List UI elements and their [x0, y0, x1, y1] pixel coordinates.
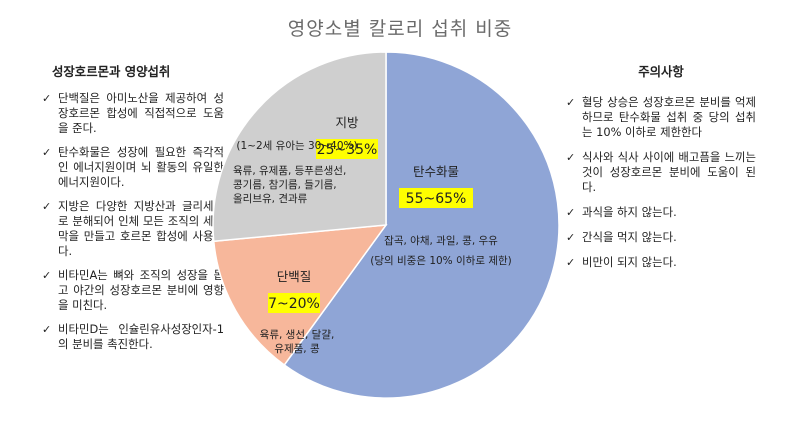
slice-range-label: 7~20%: [268, 296, 320, 312]
list-item: ✓ 비타민A는 뼈와 조직의 성장을 돕고 야간의 성장호르몬 분비에 영향을 미…: [42, 268, 224, 313]
check-icon: ✓: [42, 146, 52, 159]
right-panel-list: ✓ 혈당 상승은 성장호르몬 분비를 억제하므로 탄수화물 섭취 중 당의 섭취는…: [566, 95, 756, 270]
range-highlight: [399, 188, 473, 208]
slice-note-label: (당의 비중은 10% 이하로 제한): [370, 254, 511, 267]
list-item-text: 식사와 식사 사이에 배고픔을 느끼는 것이 성장호르몬 분비에 도움이 된다.: [582, 150, 756, 194]
list-item-text: 간식을 먹지 않는다.: [582, 230, 677, 244]
list-item-text: 과식을 하지 않는다.: [582, 205, 677, 219]
left-panel-heading: 성장호르몬과 영양섭취: [52, 64, 171, 79]
list-item: ✓ 비타민D는 인슐린유사성장인자-1의 분비를 촉진한다.: [42, 322, 224, 352]
list-item: ✓ 탄수화물은 성장에 필요한 즉각적인 에너지원이며 뇌 활동의 유일한 에너지…: [42, 145, 224, 190]
left-panel-list: ✓ 단백질은 아미노산을 제공하여 성장호르몬 합성에 직접적으로 도움을 준다.…: [42, 91, 224, 352]
range-highlight: [316, 139, 378, 159]
check-icon: ✓: [566, 256, 576, 269]
check-icon: ✓: [566, 151, 576, 164]
list-item: ✓ 과식을 하지 않는다.: [566, 205, 756, 220]
check-icon: ✓: [42, 323, 52, 336]
list-item-text: 비만이 되지 않는다.: [582, 255, 677, 269]
slice-name-label: 단백질: [277, 269, 312, 284]
slice-foods-label: 육류, 유제품, 등푸른생선,: [233, 165, 346, 177]
slice-range-label: 25~35%: [317, 142, 378, 158]
slice-foods-label: 올리브유, 견과류: [233, 193, 308, 205]
chart-title: 영양소별 칼로리 섭취 비중: [287, 18, 513, 40]
check-icon: ✓: [566, 96, 576, 109]
check-icon: ✓: [42, 269, 52, 282]
list-item-text: 비타민D는 인슐린유사성장인자-1의 분비를 촉진한다.: [58, 322, 224, 351]
list-item: ✓ 지방은 다양한 지방산과 글리세롤로 분해되어 인체 모든 조직의 세포막을 …: [42, 199, 224, 259]
slice-note-label: (1~2세 유아는 30~40%): [236, 140, 357, 152]
list-item: ✓ 비만이 되지 않는다.: [566, 255, 756, 270]
list-item: ✓ 간식을 먹지 않는다.: [566, 230, 756, 245]
growth-hormone-nutrition-panel: 성장호르몬과 영양섭취 ✓ 단백질은 아미노산을 제공하여 성장호르몬 합성에 직…: [42, 64, 224, 361]
check-icon: ✓: [566, 206, 576, 219]
list-item-text: 비타민A는 뼈와 조직의 성장을 돕고 야간의 성장호르몬 분비에 영향을 미친…: [58, 268, 224, 312]
range-highlight: [268, 293, 320, 313]
list-item: ✓ 식사와 식사 사이에 배고픔을 느끼는 것이 성장호르몬 분비에 도움이 된다…: [566, 150, 756, 195]
list-item-text: 혈당 상승은 성장호르몬 분비를 억제하므로 탄수화물 섭취 중 당의 섭취는 …: [582, 95, 756, 139]
list-item-text: 탄수화물은 성장에 필요한 즉각적인 에너지원이며 뇌 활동의 유일한 에너지원…: [58, 145, 224, 189]
pie-slice-0: [283, 51, 560, 399]
slice-name-label: 지방: [335, 115, 359, 130]
slice-foods-label: 육류, 생선, 달걀,: [260, 328, 335, 341]
precautions-panel: 주의사항 ✓ 혈당 상승은 성장호르몬 분비를 억제하므로 탄수화물 섭취 중 당…: [566, 64, 756, 280]
slice-foods-label: 콩기름, 참기름, 들기름,: [233, 179, 337, 191]
slice-name-label: 탄수화물: [413, 164, 459, 179]
list-item: ✓ 혈당 상승은 성장호르몬 분비를 억제하므로 탄수화물 섭취 중 당의 섭취는…: [566, 95, 756, 140]
list-item: ✓ 단백질은 아미노산을 제공하여 성장호르몬 합성에 직접적으로 도움을 준다.: [42, 91, 224, 136]
slice-foods-label: 잡곡, 야채, 과일, 콩, 우유: [384, 234, 498, 247]
pie-slice-2: [212, 51, 387, 243]
slice-foods-label: 유제품, 콩: [274, 343, 320, 355]
list-item-text: 지방은 다양한 지방산과 글리세롤로 분해되어 인체 모든 조직의 세포막을 만…: [58, 199, 224, 258]
check-icon: ✓: [42, 92, 52, 105]
slice-range-label: 55~65%: [406, 191, 467, 207]
check-icon: ✓: [566, 231, 576, 244]
check-icon: ✓: [42, 200, 52, 213]
list-item-text: 단백질은 아미노산을 제공하여 성장호르몬 합성에 직접적으로 도움을 준다.: [58, 91, 224, 135]
right-panel-heading: 주의사항: [638, 64, 684, 79]
